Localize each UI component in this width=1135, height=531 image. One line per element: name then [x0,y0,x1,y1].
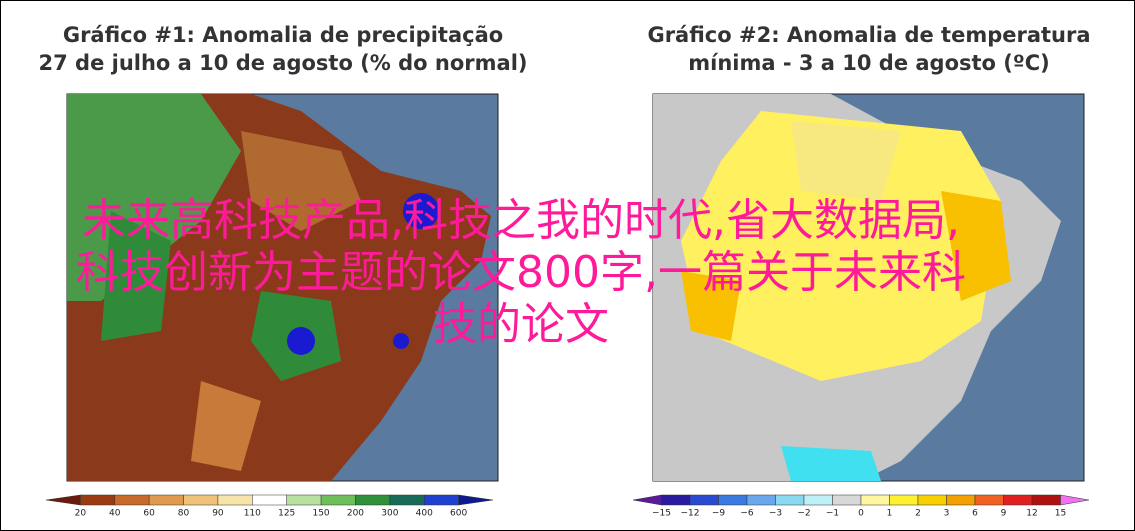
panel-title: Gráfico #2: Anomalia de temperatura [647,23,1090,47]
caption-line: 科技创新为主题的论文800字,一篇关于未来科 [76,247,966,298]
colorbar-segment [832,494,862,506]
colorbar-label: −15 [652,509,671,519]
colorbar-segment [286,494,322,506]
colorbar-label: 40 [109,509,121,519]
colorbar-label: 12 [1026,509,1037,519]
colorbar-label: −12 [681,509,700,519]
colorbar-segment [148,494,184,506]
colorbar-segment [689,494,719,506]
colorbar-end [632,494,662,506]
colorbar-label: 80 [178,509,190,519]
colorbar-segment [252,494,287,506]
colorbar-segment [80,494,116,506]
colorbar-segment [320,494,356,506]
colorbar-end [458,494,494,506]
colorbar-segment [746,494,776,506]
colorbar-segment [661,494,691,506]
colorbar-segment [114,494,150,506]
colorbar-label: −6 [740,509,754,519]
colorbar-segment [974,494,1004,506]
colorbar-label: 60 [143,509,155,519]
colorbar-label: 20 [75,509,87,519]
colorbar-segment [718,494,748,506]
colorbar-label: 300 [381,509,398,519]
colorbar-label: −2 [797,509,810,519]
colorbar-label: −3 [769,509,782,519]
colorbar-label: 3 [944,509,950,519]
colorbar-label: 110 [244,509,261,519]
colorbar-segment [217,494,253,506]
colorbar-label: −1 [826,509,839,519]
colorbar-segment [889,494,919,506]
colorbar-segment [803,494,833,506]
colorbar-segment [1003,494,1033,506]
colorbar-segment [917,494,947,506]
colorbar-label: 6 [972,509,978,519]
colorbar-label: −9 [712,509,726,519]
colorbar-label: 1 [887,509,893,519]
colorbar-segment [860,494,890,506]
panel-title: 27 de julho a 10 de agosto (% do normal) [39,51,528,75]
map-temperature [652,93,1085,482]
colorbar-end [1060,494,1090,506]
colorbar-label: 400 [416,509,433,519]
map-precipitation [66,93,499,482]
panel-title: mínima - 3 a 10 de agosto (ºC) [688,51,1050,75]
colorbar-segment [423,494,459,506]
colorbar-label: 125 [278,509,295,519]
colorbar-label: 15 [1055,509,1066,519]
colorbar-label: 0 [858,509,864,519]
colorbar-label: 90 [212,509,224,519]
caption-line: 技的论文 [433,299,609,350]
panel-title: Gráfico #1: Anomalia de precipitação [63,23,503,47]
colorbar-label: 2 [915,509,921,519]
caption-line: 未来高科技产品,科技之我的时代,省大数据局, [82,195,960,246]
colorbar-label: 600 [450,509,467,519]
colorbar-label: 9 [1001,509,1007,519]
colorbar-segment [946,494,976,506]
colorbar-segment [775,494,805,506]
colorbar-label: 200 [347,509,364,519]
colorbar-label: 150 [312,509,329,519]
colorbar-segment [389,494,425,506]
colorbar-segment [355,494,391,506]
colorbar-segment [1031,494,1061,506]
colorbar-segment [183,494,219,506]
colorbar-end [45,494,81,506]
